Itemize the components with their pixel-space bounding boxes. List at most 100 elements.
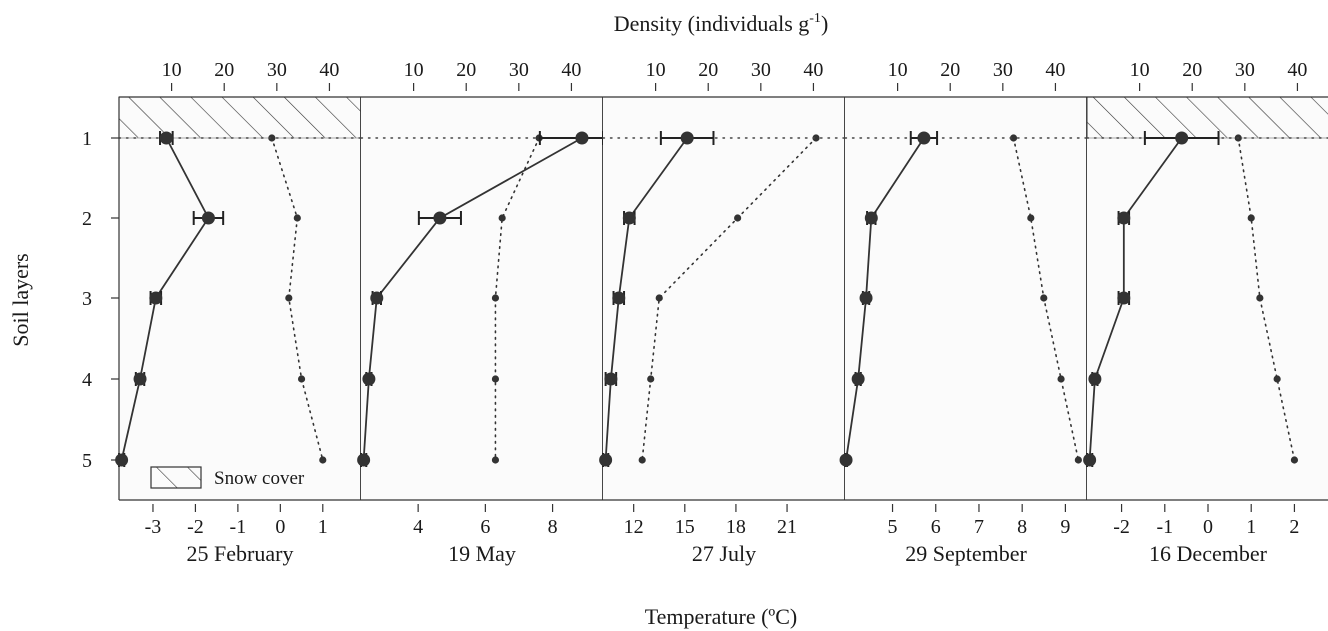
- temperature-point-layer-4: [1057, 375, 1065, 383]
- density-tick-label: 40: [1287, 59, 1307, 81]
- legend: Snow cover: [150, 466, 305, 489]
- temperature-tick-label: 21: [777, 516, 797, 538]
- density-tick-label: 20: [1182, 59, 1202, 81]
- temperature-point-layer-3: [285, 294, 293, 302]
- temperature-point-layer-4: [297, 375, 306, 383]
- layer-tick-label-4: 4: [82, 369, 92, 391]
- temperature-tick-label: 18: [726, 516, 746, 538]
- density-tick-label: 20: [214, 59, 234, 81]
- density-point-layer-4: [604, 372, 618, 386]
- density-tick-label: 30: [751, 59, 771, 81]
- panel-label-29-september: 29 September: [905, 541, 1027, 566]
- density-tick-label: 30: [993, 59, 1013, 81]
- layer-axis: 1 2 3 4 5: [82, 97, 120, 500]
- density-point-layer-5: [599, 453, 613, 467]
- density-point-layer-5: [357, 453, 371, 467]
- temperature-point-layer-1: [812, 134, 820, 142]
- temperature-point-layer-3: [1040, 294, 1048, 302]
- snow-cover-band: [1086, 96, 1328, 139]
- density-tick-label: 30: [267, 59, 287, 81]
- temperature-tick-label: 15: [675, 516, 695, 538]
- density-tick-label: 30: [1235, 59, 1255, 81]
- temperature-tick-label: 8: [1017, 516, 1027, 538]
- temperature-tick-label: 2: [1289, 516, 1299, 538]
- density-point-layer-3: [370, 291, 384, 305]
- snow-cover-band: [118, 96, 362, 139]
- temperature-axis-title: Temperature (ºC): [645, 604, 798, 629]
- temperature-point-layer-5: [319, 456, 327, 464]
- temperature-point-layer-2: [1247, 214, 1255, 222]
- temperature-point-layer-5: [1074, 456, 1082, 464]
- density-tick-label: 40: [803, 59, 823, 81]
- temperature-tick-label: 5: [888, 516, 898, 538]
- density-point-layer-2: [864, 211, 878, 225]
- temperature-point-layer-2: [293, 214, 301, 222]
- panel-label-19-may: 19 May: [448, 541, 516, 566]
- temperature-tick-label: 7: [974, 516, 984, 538]
- temperature-point-layer-5: [1290, 456, 1299, 464]
- density-tick-label: 10: [404, 59, 424, 81]
- panel-19-may: 10 20 30 40 4 6 8 19 May: [357, 59, 604, 566]
- density-point-layer-1: [917, 131, 931, 145]
- temperature-point-layer-4: [1273, 375, 1281, 383]
- temperature-tick-label: -2: [187, 516, 204, 538]
- legend-swatch-snow-cover: [150, 466, 202, 489]
- temperature-point-layer-1: [1009, 134, 1018, 142]
- density-point-layer-2: [622, 211, 636, 225]
- layer-tick-label-5: 5: [82, 450, 92, 472]
- temperature-tick-label: -3: [145, 516, 162, 538]
- density-tick-label: 20: [698, 59, 718, 81]
- density-point-layer-2: [201, 211, 215, 225]
- density-tick-label: 10: [1130, 59, 1150, 81]
- density-tick-label: 20: [456, 59, 476, 81]
- density-point-layer-3: [612, 291, 626, 305]
- temperature-series-line: [641, 137, 817, 461]
- density-tick-label: 10: [646, 59, 666, 81]
- temperature-tick-label: 4: [413, 516, 423, 538]
- density-tick-label: 30: [509, 59, 529, 81]
- temperature-tick-label: -2: [1113, 516, 1130, 538]
- temperature-tick-label: 6: [931, 516, 941, 538]
- density-tick-label: 10: [888, 59, 908, 81]
- temperature-tick-label: 6: [480, 516, 490, 538]
- temperature-point-layer-2: [1027, 214, 1035, 222]
- panel-25-february: 10 20 30 40 -3 -2 -1 0 1 25 February: [115, 59, 362, 566]
- density-point-layer-5: [1083, 453, 1097, 467]
- panel-background: [361, 97, 603, 500]
- density-tick-label: 40: [561, 59, 581, 81]
- temperature-tick-label: 0: [1203, 516, 1213, 538]
- density-point-layer-1: [575, 131, 589, 145]
- temperature-tick-label: 12: [624, 516, 644, 538]
- temperature-tick-label: -1: [1156, 516, 1173, 538]
- temperature-point-layer-3: [655, 294, 663, 302]
- panel-27-july: 10 20 30 40 12 15 18 21 27 July: [599, 59, 846, 566]
- temperature-point-layer-3: [491, 294, 500, 302]
- panel-label-16-december: 16 December: [1149, 541, 1268, 566]
- temperature-point-layer-4: [491, 375, 500, 383]
- density-tick-label: 40: [319, 59, 339, 81]
- density-point-layer-3: [859, 291, 873, 305]
- panel-background: [603, 97, 845, 500]
- panel-29-september: 10 20 30 40 5 6 7 8 9 29 September: [839, 59, 1088, 566]
- density-point-layer-4: [362, 372, 376, 386]
- temperature-series-line: [1237, 137, 1296, 461]
- panel-label-25-february: 25 February: [187, 541, 294, 566]
- temperature-point-layer-4: [647, 375, 655, 383]
- panel-16-december: 10 20 30 40 -2 -1 0 1 2 16 December: [1083, 59, 1328, 566]
- density-tick-label: 20: [940, 59, 960, 81]
- density-point-layer-3: [1117, 291, 1131, 305]
- panel-background: [845, 97, 1087, 500]
- legend-label-snow-cover: Snow cover: [214, 468, 305, 489]
- layer-tick-label-2: 2: [82, 208, 92, 230]
- temperature-point-layer-2: [498, 214, 506, 222]
- density-point-layer-2: [433, 211, 447, 225]
- density-point-layer-2: [1117, 211, 1131, 225]
- temperature-point-layer-5: [638, 456, 646, 464]
- density-point-layer-3: [149, 291, 163, 305]
- temperature-tick-label: 8: [548, 516, 558, 538]
- density-axis-title: Density (individuals g-1): [614, 11, 829, 36]
- density-point-layer-5: [839, 453, 853, 467]
- temperature-point-layer-3: [1256, 294, 1264, 302]
- temperature-tick-label: 9: [1060, 516, 1070, 538]
